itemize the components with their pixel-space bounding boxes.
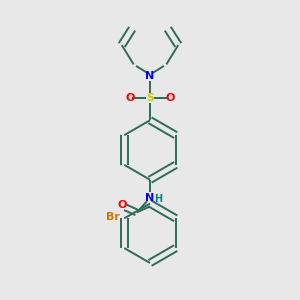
Text: N: N bbox=[146, 71, 154, 81]
Text: N: N bbox=[146, 193, 154, 202]
Text: O: O bbox=[118, 200, 127, 210]
Text: Br: Br bbox=[106, 212, 120, 222]
Text: S: S bbox=[146, 93, 154, 103]
Text: O: O bbox=[125, 93, 134, 103]
Text: O: O bbox=[166, 93, 175, 103]
Text: H: H bbox=[154, 194, 162, 204]
